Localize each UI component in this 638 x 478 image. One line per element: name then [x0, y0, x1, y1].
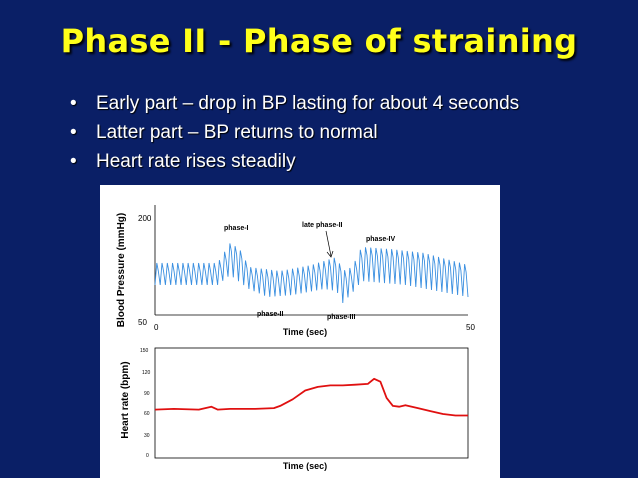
bullet-item: • Heart rate rises steadily: [62, 150, 519, 179]
figure-svg: Blood Pressure (mmHg) 200 50 0 50 Time (…: [116, 205, 475, 471]
bp-xlabel: Time (sec): [283, 327, 327, 337]
annotation-phase-ii: phase-II: [257, 311, 284, 318]
hr-ylabel: Heart rate (bpm): [120, 361, 131, 438]
annotation-late-phase-ii: late phase-II: [302, 222, 343, 229]
bullet-text: Early part – drop in BP lasting for abou…: [96, 93, 520, 114]
annotation-arrow: [325, 230, 332, 257]
bp-ytick-200: 200: [138, 214, 152, 223]
bp-panel: Blood Pressure (mmHg) 200 50 0 50 Time (…: [116, 205, 475, 337]
hr-panel: Heart rate (bpm) 150 120 90 60 30 0 Time…: [120, 347, 469, 471]
hr-ytick: 90: [144, 391, 150, 397]
hr-ytick: 0: [146, 453, 149, 459]
hr-ytick: 120: [142, 370, 151, 376]
bullet-dot-icon: •: [70, 122, 77, 143]
hr-trace: [154, 377, 468, 417]
bp-ylabel: Blood Pressure (mmHg): [116, 213, 127, 327]
bullet-item: • Latter part – BP returns to normal: [62, 121, 519, 150]
slide-title: Phase II - Phase of straining: [60, 22, 578, 60]
bullet-list: • Early part – drop in BP lasting for abo…: [62, 92, 519, 179]
hr-xlabel: Time (sec): [283, 461, 327, 471]
bp-xtick-0: 0: [154, 323, 159, 332]
annotation-phase-iv: phase-IV: [366, 236, 396, 243]
bullet-dot-icon: •: [70, 151, 77, 172]
bp-xtick-50: 50: [466, 323, 475, 332]
hr-ytick: 60: [144, 411, 150, 417]
hr-ytick: 30: [144, 433, 150, 439]
bullet-text: Heart rate rises steadily: [96, 151, 296, 172]
physiology-figure: Blood Pressure (mmHg) 200 50 0 50 Time (…: [100, 185, 500, 478]
bullet-item: • Early part – drop in BP lasting for abo…: [62, 92, 519, 121]
hr-ytick: 150: [140, 348, 149, 354]
annotation-phase-iii: phase-III: [327, 314, 355, 321]
bullet-dot-icon: •: [70, 93, 77, 114]
bp-ytick-50: 50: [138, 318, 147, 327]
bullet-text: Latter part – BP returns to normal: [96, 122, 378, 143]
annotation-phase-i: phase-I: [224, 225, 249, 232]
hr-plot-frame: [154, 347, 469, 459]
bp-trace: [154, 243, 469, 304]
arrow-head-icon: [326, 250, 334, 258]
